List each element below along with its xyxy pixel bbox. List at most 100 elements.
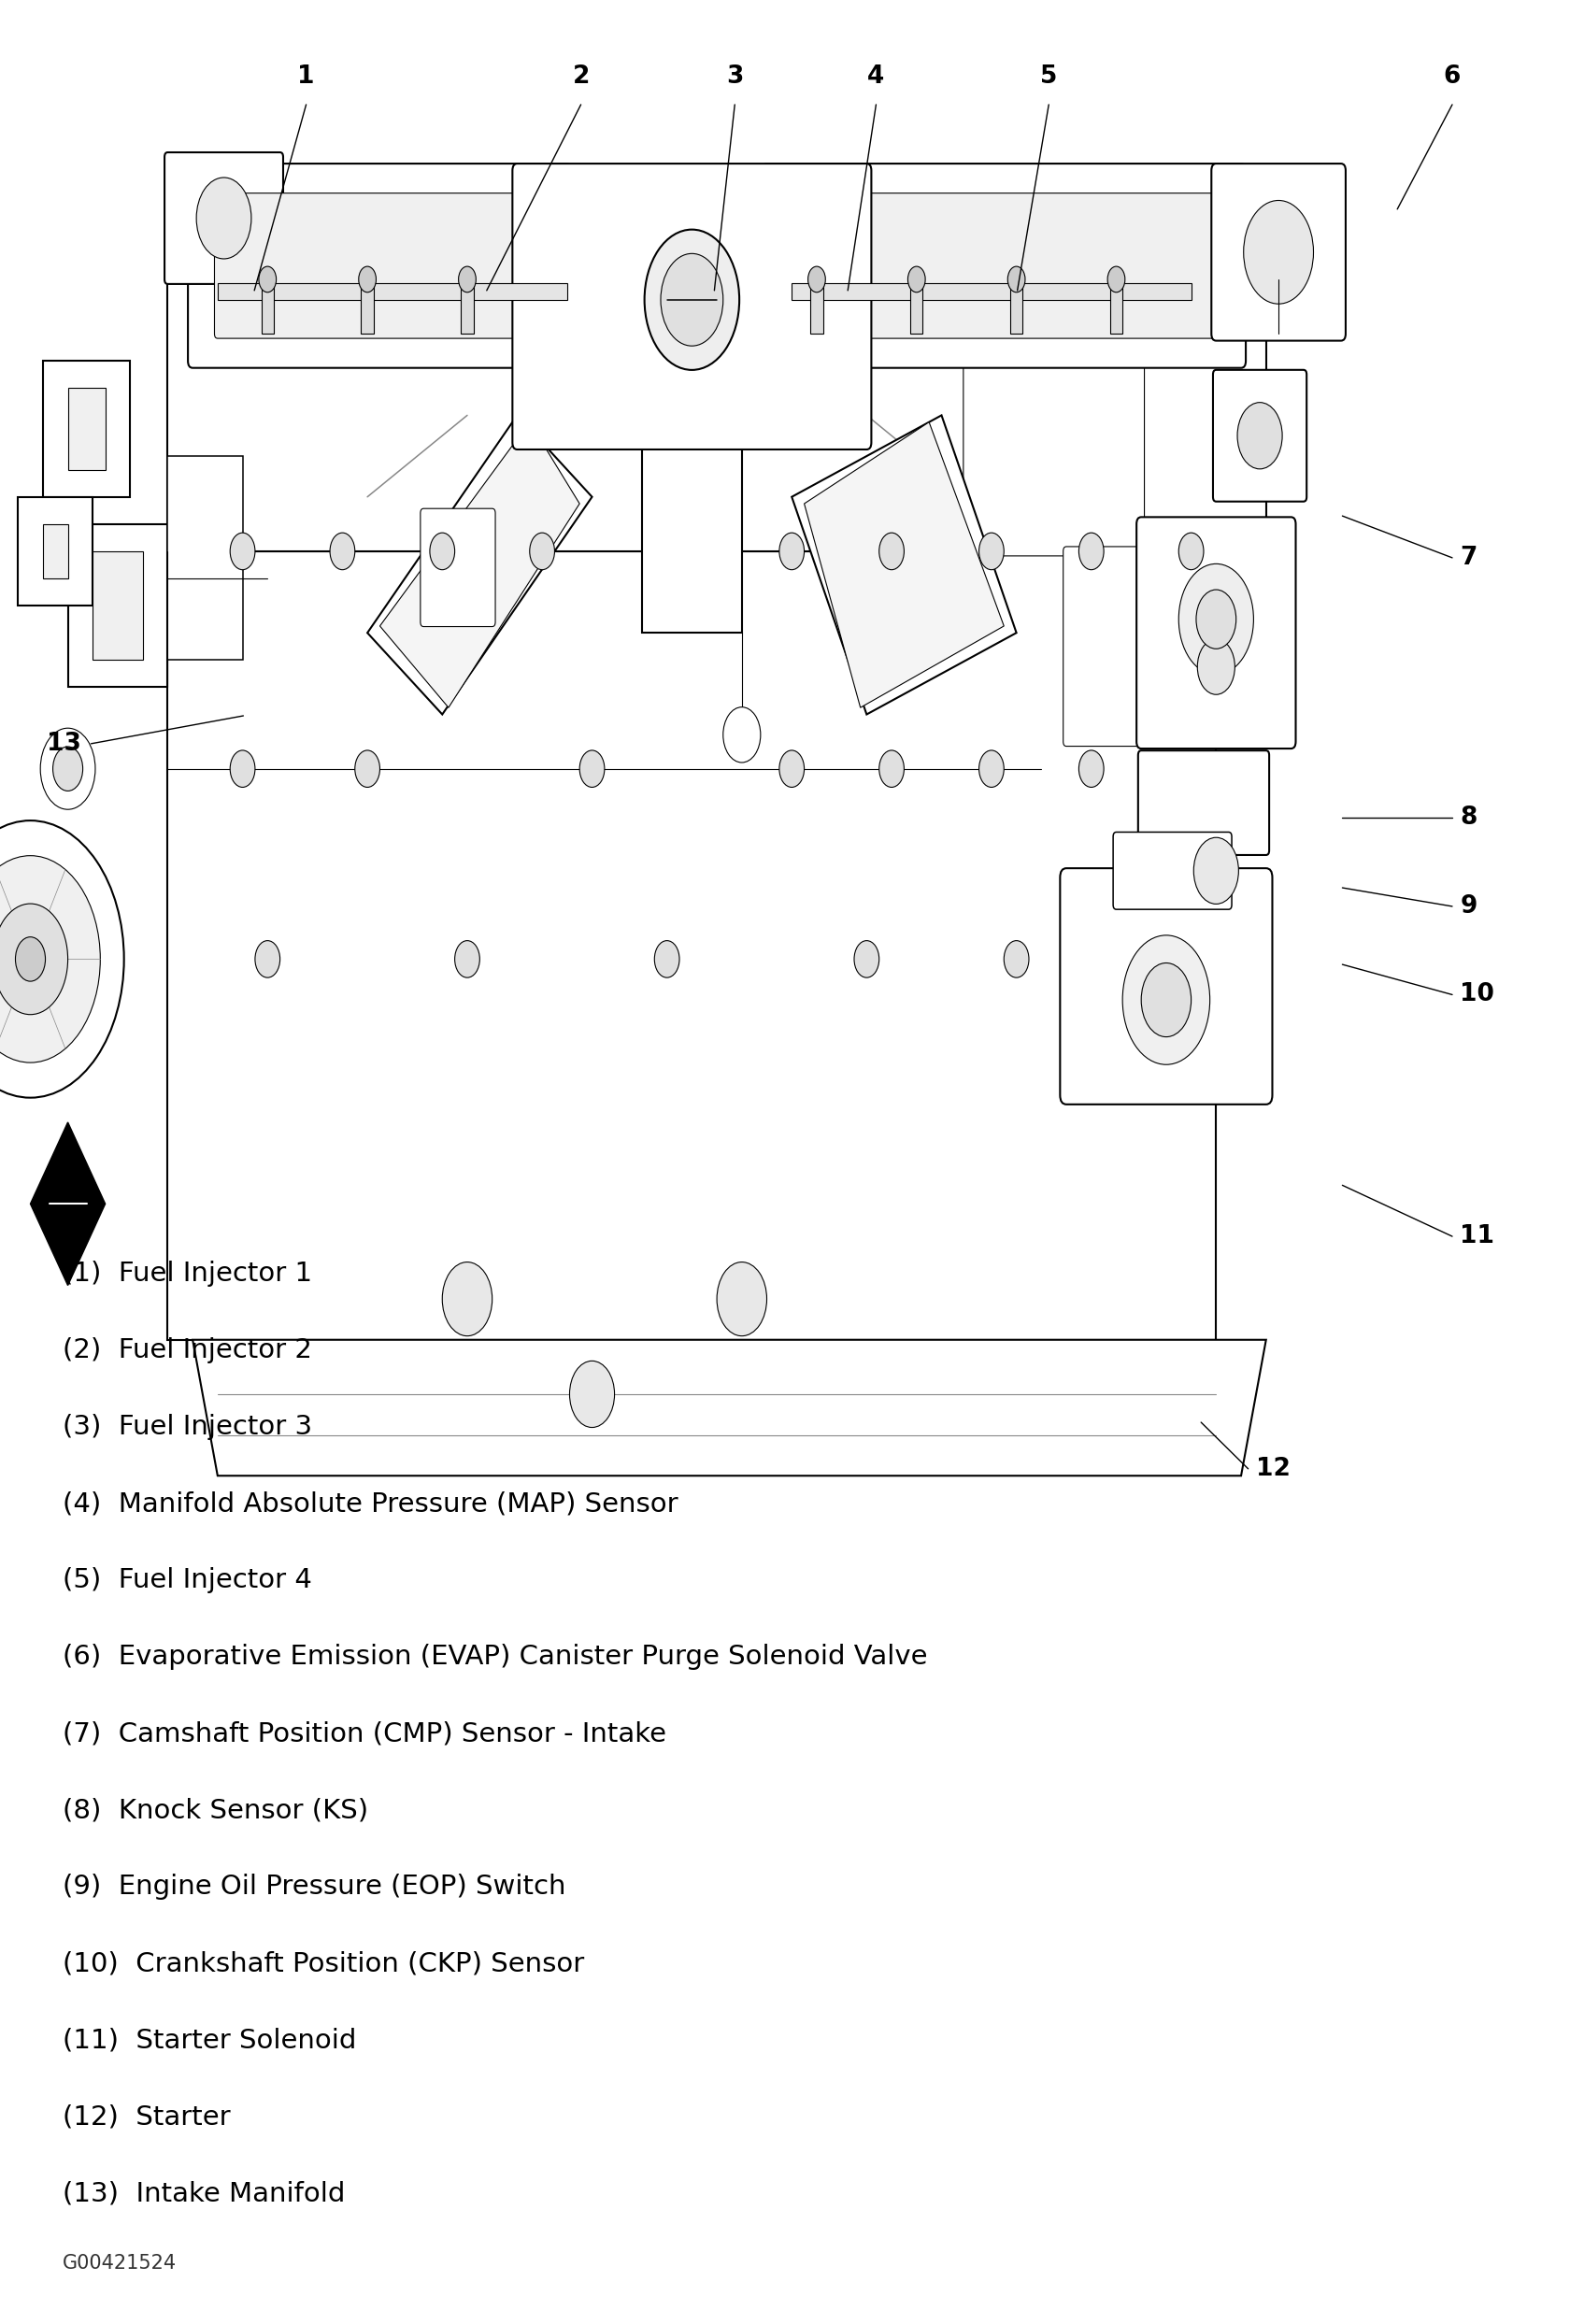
Text: 7: 7 bbox=[1460, 546, 1477, 569]
Text: (5)  Fuel Injector 4: (5) Fuel Injector 4 bbox=[63, 1566, 312, 1594]
Text: (11)  Starter Solenoid: (11) Starter Solenoid bbox=[63, 2027, 356, 2054]
Circle shape bbox=[717, 1262, 766, 1336]
FancyBboxPatch shape bbox=[1063, 546, 1145, 746]
Circle shape bbox=[41, 727, 96, 809]
Bar bbox=[810, 279, 823, 335]
Circle shape bbox=[355, 751, 380, 788]
FancyBboxPatch shape bbox=[215, 193, 545, 339]
Circle shape bbox=[1237, 402, 1283, 469]
Circle shape bbox=[854, 941, 879, 978]
Text: 10: 10 bbox=[1460, 983, 1495, 1006]
Polygon shape bbox=[193, 1339, 1265, 1476]
Text: 8: 8 bbox=[1460, 806, 1477, 830]
FancyBboxPatch shape bbox=[165, 153, 283, 284]
FancyBboxPatch shape bbox=[964, 356, 1145, 555]
Circle shape bbox=[907, 267, 925, 293]
Circle shape bbox=[231, 751, 254, 788]
FancyBboxPatch shape bbox=[1060, 869, 1272, 1104]
Text: G00421524: G00421524 bbox=[63, 2254, 177, 2273]
Text: 9: 9 bbox=[1460, 895, 1477, 918]
Circle shape bbox=[1107, 267, 1126, 293]
FancyBboxPatch shape bbox=[1138, 751, 1269, 855]
Text: 1: 1 bbox=[297, 65, 316, 88]
Circle shape bbox=[644, 230, 739, 370]
Circle shape bbox=[1079, 751, 1104, 788]
Circle shape bbox=[16, 937, 46, 981]
Circle shape bbox=[1198, 639, 1236, 695]
Circle shape bbox=[455, 941, 480, 978]
Text: 6: 6 bbox=[1444, 65, 1460, 88]
FancyBboxPatch shape bbox=[1137, 516, 1295, 748]
Bar bbox=[218, 284, 567, 300]
Bar bbox=[168, 456, 243, 660]
Text: (6)  Evaporative Emission (EVAP) Canister Purge Solenoid Valve: (6) Evaporative Emission (EVAP) Canister… bbox=[63, 1643, 928, 1671]
FancyBboxPatch shape bbox=[512, 163, 871, 449]
Text: 12: 12 bbox=[1256, 1457, 1291, 1480]
Text: (8)  Knock Sensor (KS): (8) Knock Sensor (KS) bbox=[63, 1796, 369, 1824]
Bar bbox=[911, 279, 923, 335]
Bar bbox=[93, 551, 143, 660]
Bar bbox=[68, 525, 168, 688]
Circle shape bbox=[1179, 565, 1253, 674]
Bar bbox=[1010, 279, 1022, 335]
Circle shape bbox=[330, 532, 355, 569]
Text: 5: 5 bbox=[1041, 65, 1057, 88]
Circle shape bbox=[879, 532, 904, 569]
Polygon shape bbox=[642, 442, 743, 632]
Text: 4: 4 bbox=[868, 65, 884, 88]
Circle shape bbox=[1008, 267, 1025, 293]
Text: (2)  Fuel Injector 2: (2) Fuel Injector 2 bbox=[63, 1336, 312, 1364]
Circle shape bbox=[430, 532, 455, 569]
Circle shape bbox=[579, 751, 604, 788]
Text: 2: 2 bbox=[573, 65, 589, 88]
Text: (10)  Crankshaft Position (CKP) Sensor: (10) Crankshaft Position (CKP) Sensor bbox=[63, 1950, 584, 1978]
Circle shape bbox=[1123, 934, 1210, 1064]
Polygon shape bbox=[168, 279, 667, 551]
Circle shape bbox=[53, 746, 83, 790]
FancyBboxPatch shape bbox=[1214, 370, 1306, 502]
Bar bbox=[42, 525, 68, 579]
Circle shape bbox=[231, 532, 254, 569]
Circle shape bbox=[0, 855, 100, 1062]
Text: (13)  Intake Manifold: (13) Intake Manifold bbox=[63, 2180, 345, 2208]
Text: (4)  Manifold Absolute Pressure (MAP) Sensor: (4) Manifold Absolute Pressure (MAP) Sen… bbox=[63, 1490, 678, 1518]
Polygon shape bbox=[667, 279, 1265, 551]
FancyBboxPatch shape bbox=[1113, 832, 1232, 909]
Bar bbox=[68, 388, 105, 469]
Circle shape bbox=[458, 267, 476, 293]
Circle shape bbox=[779, 532, 804, 569]
Circle shape bbox=[809, 267, 826, 293]
Circle shape bbox=[196, 177, 251, 258]
Bar bbox=[1110, 279, 1123, 335]
Polygon shape bbox=[804, 423, 1003, 706]
FancyBboxPatch shape bbox=[788, 193, 1220, 339]
Circle shape bbox=[0, 904, 68, 1016]
Text: 13: 13 bbox=[47, 732, 82, 755]
Text: (9)  Engine Oil Pressure (EOP) Switch: (9) Engine Oil Pressure (EOP) Switch bbox=[63, 1873, 567, 1901]
Bar bbox=[261, 279, 273, 335]
Bar bbox=[791, 284, 1192, 300]
Text: (1)  Fuel Injector 1: (1) Fuel Injector 1 bbox=[63, 1260, 312, 1287]
Circle shape bbox=[1179, 532, 1204, 569]
Circle shape bbox=[529, 532, 554, 569]
Circle shape bbox=[980, 751, 1003, 788]
Circle shape bbox=[1003, 941, 1028, 978]
Bar bbox=[361, 279, 374, 335]
Bar bbox=[17, 497, 93, 607]
Circle shape bbox=[655, 941, 680, 978]
Circle shape bbox=[980, 532, 1003, 569]
Circle shape bbox=[1243, 200, 1314, 304]
Bar bbox=[42, 360, 130, 497]
Bar bbox=[168, 551, 1217, 1339]
FancyBboxPatch shape bbox=[421, 509, 496, 627]
Circle shape bbox=[1196, 590, 1236, 648]
Polygon shape bbox=[367, 416, 592, 713]
Circle shape bbox=[259, 267, 276, 293]
Circle shape bbox=[879, 751, 904, 788]
Circle shape bbox=[724, 706, 760, 762]
FancyBboxPatch shape bbox=[761, 163, 1247, 367]
Circle shape bbox=[779, 751, 804, 788]
Text: 3: 3 bbox=[727, 65, 743, 88]
Polygon shape bbox=[791, 416, 1016, 713]
Text: (7)  Camshaft Position (CMP) Sensor - Intake: (7) Camshaft Position (CMP) Sensor - Int… bbox=[63, 1720, 667, 1748]
